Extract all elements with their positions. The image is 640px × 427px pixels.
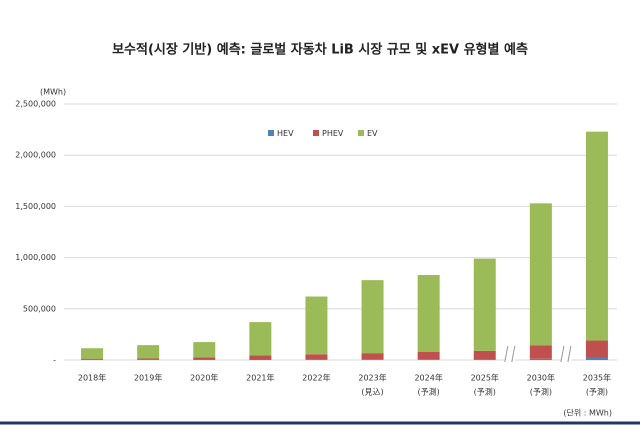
y-tick-label: 1,000,000	[15, 253, 56, 262]
legend-label: PHEV	[322, 129, 344, 138]
bar-segment	[361, 353, 384, 360]
x-tick-label: 2021年	[246, 373, 274, 383]
y-unit: (MWh)	[40, 88, 66, 97]
bar-segment	[137, 358, 160, 360]
bar-segment	[417, 359, 440, 360]
bar-segment	[137, 345, 160, 359]
bar-segment	[585, 357, 608, 360]
x-tick-sublabel: (予測)	[586, 387, 608, 397]
bar-segment	[193, 357, 216, 360]
bar-segment	[529, 203, 552, 346]
bar-segment	[249, 322, 272, 356]
legend-label: HEV	[277, 129, 294, 138]
bar-segment	[473, 350, 496, 360]
bar-segment	[473, 359, 496, 360]
y-tick-label: -	[53, 356, 56, 365]
bar-segment	[81, 358, 104, 360]
y-tick-label: 1,500,000	[15, 202, 56, 211]
bar-segment	[417, 352, 440, 360]
bar-segment	[305, 354, 328, 360]
bar-segment	[249, 359, 272, 360]
bar-segment	[193, 342, 216, 358]
bar-segment	[417, 275, 440, 353]
x-tick-label: 2019年	[134, 373, 162, 383]
bar-segment	[249, 355, 272, 360]
bar-segment	[305, 359, 328, 360]
x-tick-label: 2023年	[358, 373, 386, 383]
bar-segment	[529, 345, 552, 359]
x-tick-label: 2025年	[471, 373, 499, 383]
x-tick-label: 2030年	[527, 373, 555, 383]
unit-note: (단위 : MWh)	[563, 408, 612, 418]
bar-segment	[361, 359, 384, 360]
bar-segment	[361, 280, 384, 354]
x-tick-label: 2024年	[414, 373, 442, 383]
bar-segment	[529, 358, 552, 360]
legend-label: EV	[367, 129, 378, 138]
legend-swatch	[268, 130, 274, 136]
x-tick-label: 2018年	[78, 373, 106, 383]
x-tick-label: 2022年	[302, 373, 330, 383]
legend-swatch	[358, 130, 364, 136]
bar-segment	[473, 258, 496, 351]
chart-title: 보수적(시장 기반) 예측: 글로벌 자동차 LiB 시장 규모 및 xEV 유…	[112, 42, 528, 58]
x-tick-label: 2035年	[583, 373, 611, 383]
x-tick-sublabel: (見込)	[361, 388, 383, 397]
bar-segment	[585, 131, 608, 341]
y-tick-label: 2,500,000	[15, 100, 56, 109]
bar-segment	[305, 296, 328, 355]
x-tick-sublabel: (予測)	[474, 387, 496, 397]
axis-break-line	[560, 345, 572, 363]
axis-break-line	[504, 345, 516, 363]
bar-segment	[81, 348, 104, 359]
bar-segment	[585, 340, 608, 358]
x-tick-sublabel: (予測)	[418, 387, 440, 397]
x-tick-sublabel: (予測)	[530, 387, 552, 397]
x-tick-label: 2020年	[190, 373, 218, 383]
y-tick-label: 2,000,000	[15, 151, 56, 160]
y-tick-label: 500,000	[23, 304, 56, 313]
legend-swatch	[313, 130, 319, 136]
